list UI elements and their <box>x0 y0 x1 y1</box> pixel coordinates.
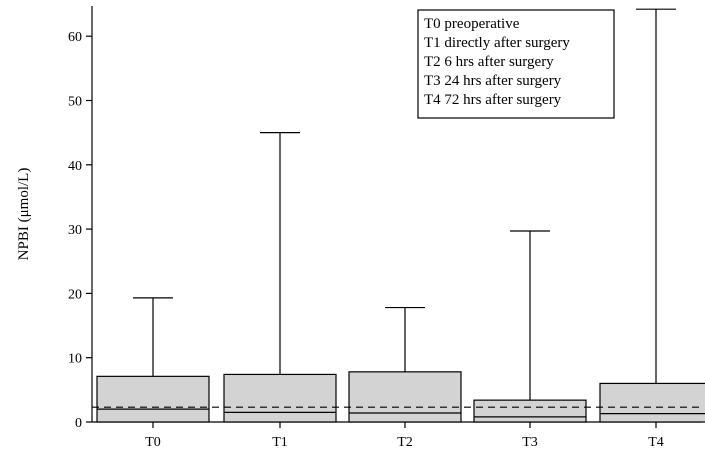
y-axis-label: NPBI (μmol/L) <box>16 168 32 261</box>
x-tick-label: T2 <box>397 435 413 450</box>
legend: T0 preoperative T1 directly after surgery… <box>417 9 615 119</box>
box <box>473 399 587 423</box>
x-tick-label: T3 <box>522 435 538 450</box>
y-tick-label: 40 <box>68 159 82 174</box>
x-tick-label: T1 <box>272 435 288 450</box>
x-tick-label: T0 <box>145 435 161 450</box>
legend-entry: T3 24 hrs after surgery <box>424 73 562 89</box>
plot-area: 0 10 20 30 40 50 60 T0 T1 T2 T3 T4 <box>68 6 705 450</box>
legend-entry: T0 preoperative <box>424 16 520 32</box>
y-tick-label: 30 <box>68 223 82 238</box>
legend-entry: T2 6 hrs after surgery <box>424 54 554 70</box>
box <box>348 371 462 423</box>
y-tick-label: 20 <box>68 287 82 302</box>
box <box>96 375 210 423</box>
y-tick-label: 60 <box>68 30 82 45</box>
legend-box <box>417 9 615 119</box>
y-tick-label: 0 <box>75 416 82 431</box>
y-tick-label: 10 <box>68 352 82 367</box>
legend-entry: T4 72 hrs after surgery <box>424 92 562 108</box>
box <box>223 373 337 423</box>
legend-entry: T1 directly after surgery <box>424 35 570 51</box>
y-tick-label: 50 <box>68 95 82 110</box>
box <box>599 382 705 423</box>
x-tick-label: T4 <box>648 435 664 450</box>
